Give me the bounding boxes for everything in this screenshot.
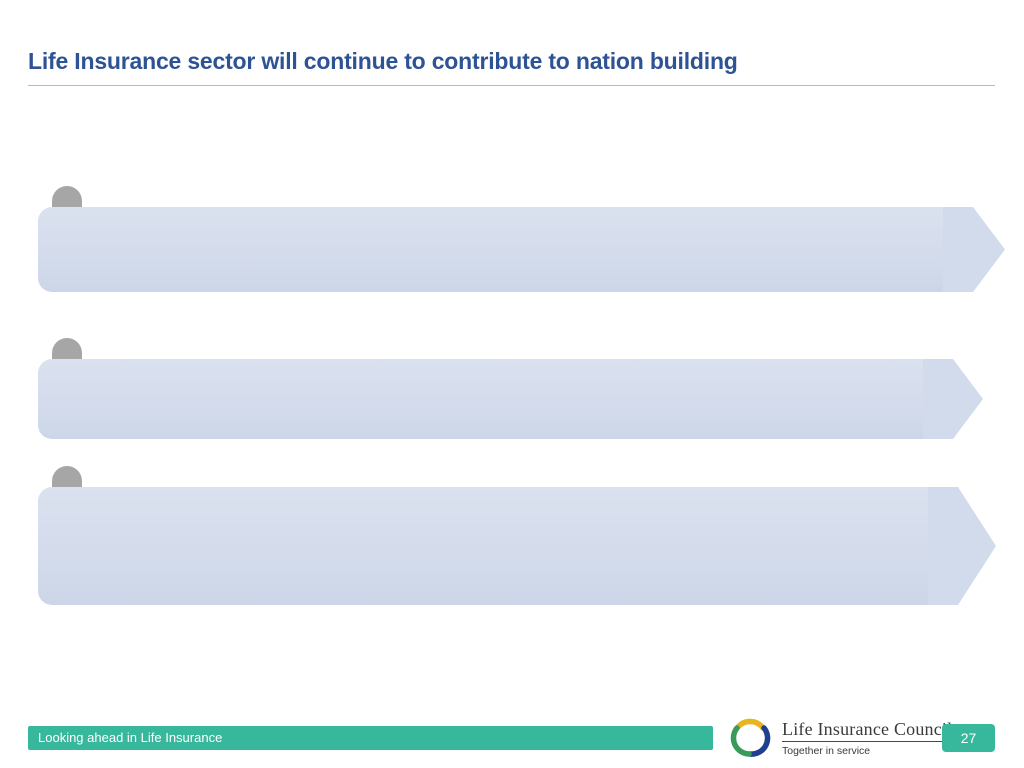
title-divider — [28, 85, 995, 86]
page-number-badge: 27 — [942, 724, 995, 752]
life-insurance-council-logo-icon — [730, 718, 774, 760]
footer-section-label: Looking ahead in Life Insurance — [38, 730, 223, 745]
arrow-point-decoration — [943, 207, 1005, 292]
arrow-point-decoration — [923, 359, 983, 439]
folded-corner-decoration — [52, 338, 82, 360]
folded-corner-decoration — [52, 186, 82, 208]
footer-section-bar: Looking ahead in Life Insurance — [28, 726, 713, 750]
banner-item-3[interactable]: 3 Increase in FDI up to 10 billion US $ … — [38, 466, 998, 611]
logo-text-block: Life Insurance Council Together in servi… — [782, 719, 953, 757]
page-title: Life Insurance sector will continue to c… — [28, 48, 738, 74]
folded-corner-decoration — [52, 466, 82, 488]
banner-item-2[interactable]: 2 Life insurance industry contribution t… — [38, 338, 998, 443]
arrow-point-decoration — [928, 487, 996, 605]
logo-name: Life Insurance Council — [782, 719, 953, 742]
banner-item-1[interactable]: 1 Life Insurance employment potential ti… — [38, 186, 1005, 296]
logo-tagline: Together in service — [782, 745, 871, 757]
